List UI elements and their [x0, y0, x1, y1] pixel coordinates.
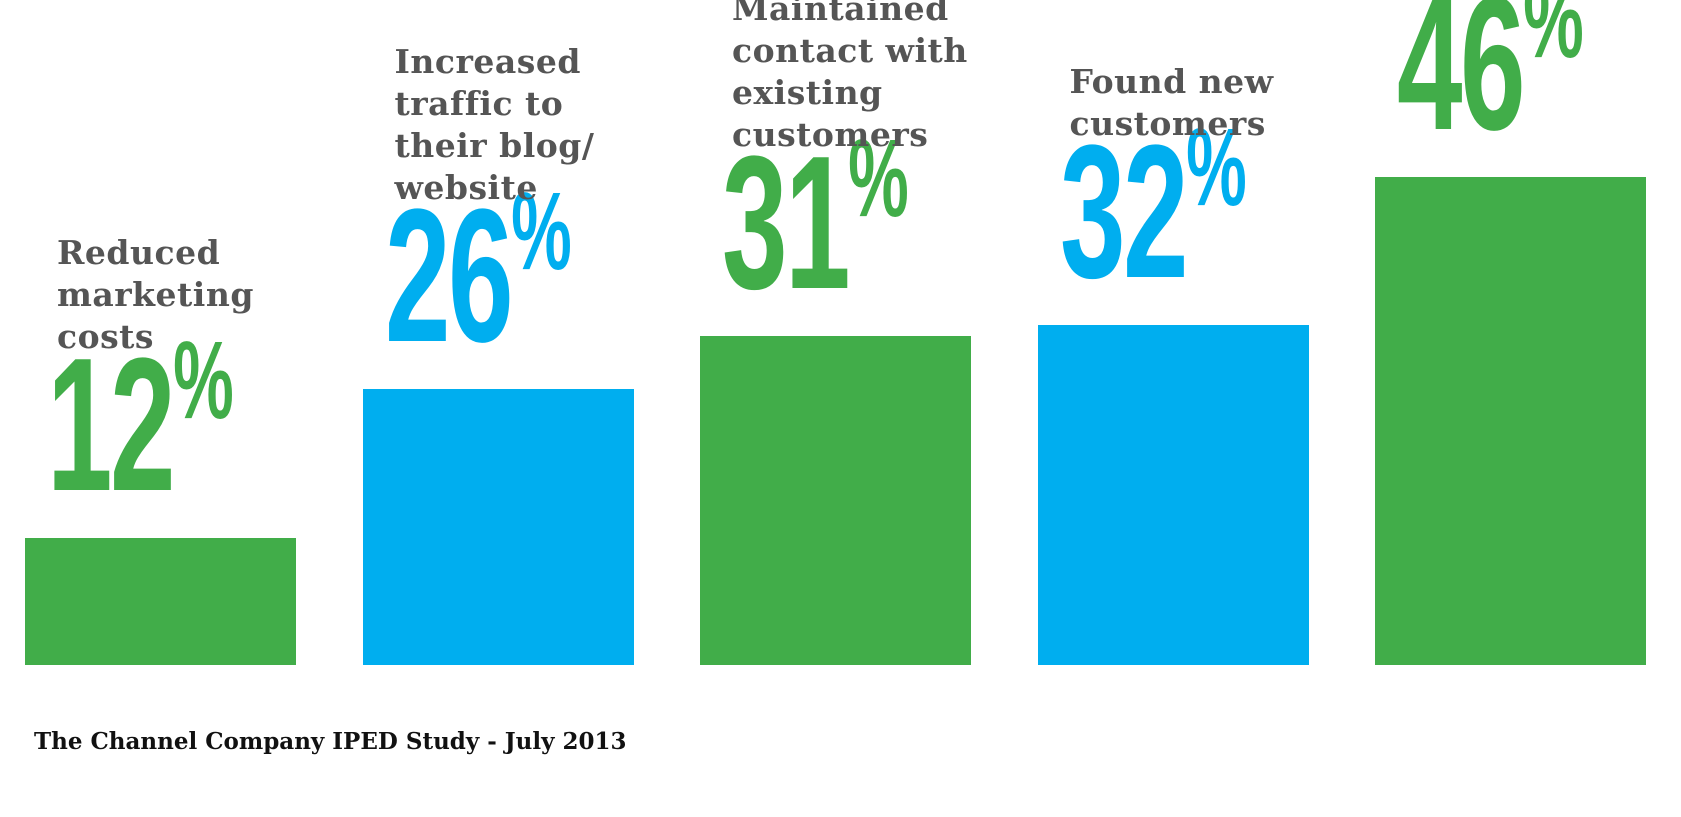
bar: [1037, 325, 1309, 665]
value-label: 26%: [384, 169, 572, 382]
category-label: Increased traffic to their blog/ website: [394, 41, 595, 207]
category-label: Reduced marketing costs: [57, 232, 254, 356]
value-label: 12%: [47, 318, 234, 531]
value-label: 31%: [722, 116, 909, 329]
bar: [25, 537, 296, 665]
category-label: Found new customers: [1069, 62, 1274, 144]
bar: [362, 388, 634, 665]
source-note: The Channel Company IPED Study - July 20…: [34, 728, 627, 755]
category-label: Maintained contact with existing custome…: [732, 0, 968, 154]
value-label: 46%: [1397, 0, 1584, 170]
bar: [700, 335, 971, 665]
value-label: 32%: [1059, 106, 1247, 319]
bar: [1375, 176, 1646, 665]
